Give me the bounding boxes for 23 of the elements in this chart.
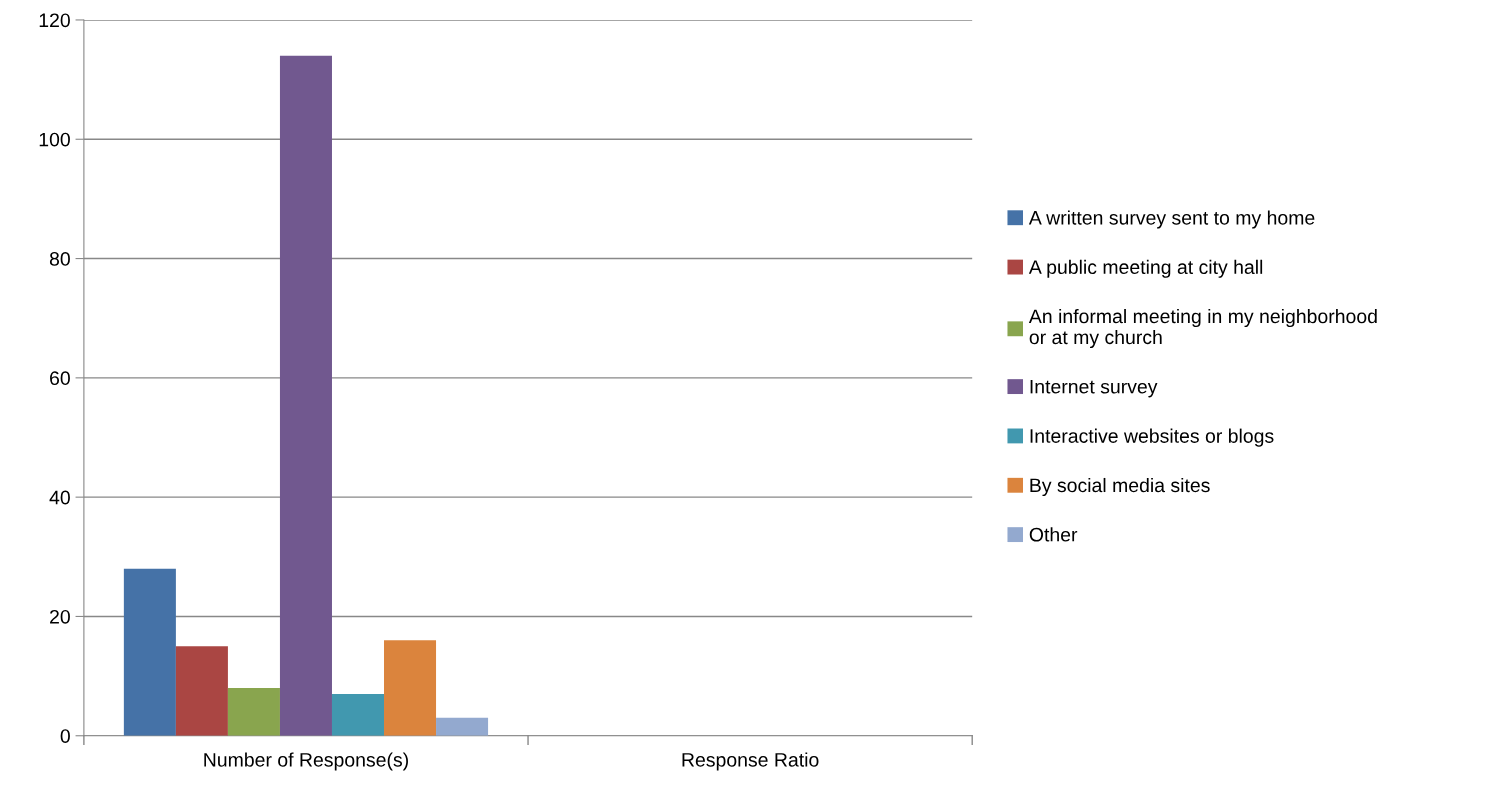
y-tick-label: 60 (50, 371, 70, 386)
legend-label: A written survey sent to my home (1028, 210, 1315, 229)
legend-label: Internet survey (1030, 379, 1158, 398)
y-tick-label: 80 (49, 252, 70, 266)
legend-label: Other (1029, 527, 1078, 542)
bar (123, 568, 176, 736)
bar (279, 55, 332, 736)
x-tick-label: Response Ratio (682, 752, 819, 771)
y-tick-label: 0 (60, 729, 70, 743)
y-tick-label: 40 (49, 490, 70, 505)
bar (331, 694, 385, 736)
legend-label: By social media sites (1030, 477, 1210, 497)
bar (384, 640, 437, 736)
legend-label: An informal meeting in my neighborhood or at my church (1028, 308, 1377, 349)
y-tick-label: 120 (39, 13, 70, 28)
legend-label: Interactive websites or blogs (1030, 428, 1274, 447)
bar (227, 688, 280, 736)
bar (436, 717, 489, 736)
y-tick-label: 20 (50, 609, 70, 624)
bar (175, 646, 228, 736)
legend-label: A public meeting at city hall (1028, 259, 1263, 278)
x-tick-label: Number of Response(s) (204, 752, 408, 771)
y-tick-label: 100 (39, 132, 70, 147)
